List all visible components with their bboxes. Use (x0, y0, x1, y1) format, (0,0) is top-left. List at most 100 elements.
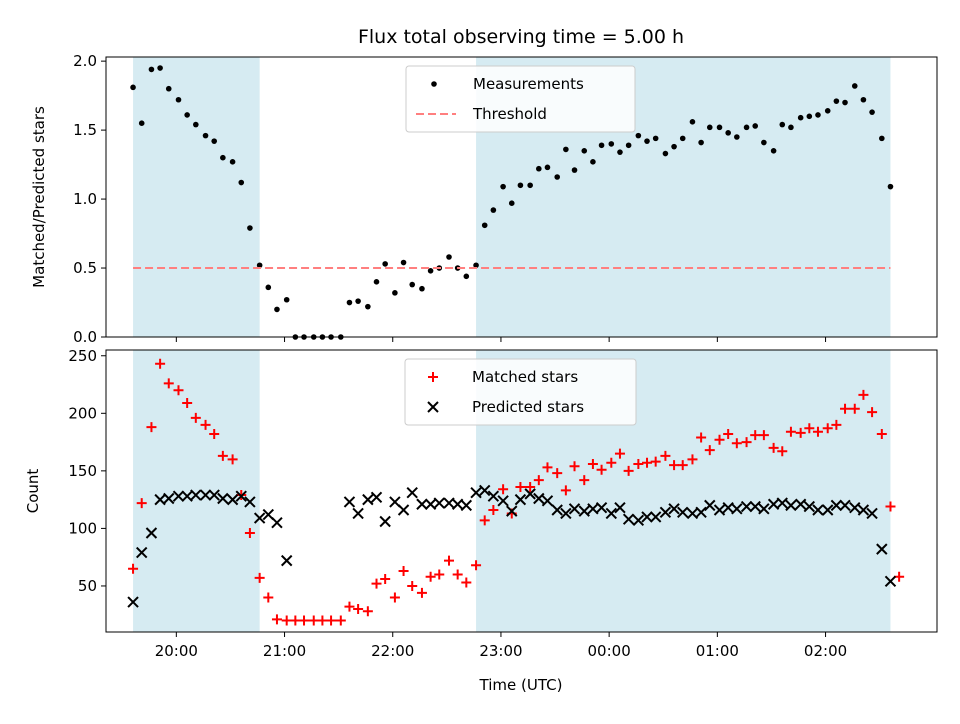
matched-star-point (731, 438, 742, 449)
bottom-y-tick-label: 200 (68, 404, 97, 422)
measurement-point (770, 147, 777, 154)
top-shaded-interval-0 (133, 57, 260, 337)
matched-star-point (471, 560, 482, 571)
matched-star-point (326, 615, 337, 626)
measurement-point (734, 134, 740, 140)
measurement-point (211, 138, 218, 144)
top-legend-box (405, 65, 636, 133)
matched-star-point (579, 475, 590, 486)
predicted-star-point (172, 490, 185, 502)
predicted-star-point (551, 504, 563, 516)
measurement-point (148, 66, 155, 73)
top-y-tick-label: 0.5 (73, 259, 97, 277)
bottom-y-axis-label: Count (24, 469, 42, 514)
predicted-star-point (704, 499, 716, 512)
matched-star-point (254, 572, 265, 583)
measurement-point (382, 261, 388, 267)
bottom-y-tick-label: 50 (78, 577, 97, 595)
top-y-tick-label: 1.5 (73, 121, 97, 139)
predicted-star-point (614, 501, 626, 514)
x-tick-label: 00:00 (588, 642, 631, 660)
measurement-point (508, 200, 515, 207)
measurement-point (662, 150, 669, 157)
matched-star-point (587, 458, 598, 469)
measurement-point (238, 179, 245, 186)
measurement-point (229, 159, 236, 165)
matched-star-point (452, 569, 463, 580)
predicted-star-point (217, 492, 229, 505)
top-y-tick-label: 0.0 (73, 328, 97, 346)
matched-star-point (461, 577, 472, 588)
matched-star-point (308, 615, 319, 626)
predicted-star-point (560, 507, 572, 520)
matched-star-point (389, 592, 400, 603)
measurement-point (652, 135, 659, 142)
measurement-point (815, 112, 821, 118)
matched-star-point (353, 603, 364, 614)
matched-star-point (795, 427, 806, 438)
measurement-point (165, 85, 172, 92)
measurement-point (355, 298, 361, 304)
measurement-point (400, 259, 407, 266)
measurement-point (490, 207, 497, 213)
bottom-legend: Matched stars Predicted stars (404, 358, 637, 426)
matched-star-point (317, 615, 328, 626)
predicted-star-point (568, 503, 581, 515)
predicted-star-point (343, 496, 356, 508)
measurement-point (598, 142, 605, 149)
measurement-point (202, 132, 209, 139)
measurement-point (517, 182, 524, 189)
matched-star-point (371, 578, 382, 589)
measurement-point (761, 139, 767, 146)
matched-star-point (533, 475, 544, 486)
predicted-star-point (362, 493, 374, 506)
measurement-point (706, 124, 713, 131)
x-tick-label: 20:00 (155, 642, 198, 660)
matched-star-point (263, 592, 274, 603)
legend-label: Predicted stars (472, 398, 584, 416)
top-y-tick-label: 2.0 (73, 52, 97, 70)
matched-star-point (444, 555, 455, 566)
chart-title: Flux total observing time = 5.00 h (358, 26, 684, 48)
measurement-point (500, 183, 506, 190)
measurement-point (617, 149, 623, 155)
measurement-point (671, 143, 677, 150)
predicted-star-point (839, 499, 851, 512)
predicted-star-point (416, 498, 428, 510)
predicted-star-point (487, 490, 500, 502)
measurement-point (644, 138, 650, 144)
predicted-star-point (794, 498, 807, 510)
matched-star-point (299, 615, 310, 626)
predicted-star-point (812, 504, 824, 516)
matched-star-point (200, 419, 211, 430)
measurement-point (879, 135, 885, 142)
measurement-point (283, 296, 290, 303)
measurement-point (689, 119, 696, 125)
predicted-star-point (379, 515, 391, 528)
predicted-star-point (199, 489, 212, 501)
bottom-y-tick-label: 150 (68, 462, 97, 480)
matched-star-point (227, 454, 238, 465)
matched-star-point (660, 450, 671, 461)
matched-star-point (136, 498, 147, 509)
matched-star-point (552, 468, 563, 479)
matched-star-point (217, 450, 228, 461)
measurement-point (635, 132, 642, 139)
measurement-point (743, 124, 750, 131)
measurement-point (571, 167, 578, 173)
top-panel: 0.00.51.01.52.0 Matched/Predicted stars … (30, 52, 938, 346)
matched-star-point (271, 614, 282, 625)
measurement-point (779, 121, 786, 128)
matched-star-point (650, 456, 661, 467)
bottom-panel-frame (105, 349, 938, 633)
measurement-point (274, 306, 280, 313)
predicted-star-point (389, 496, 401, 508)
measurement-point (824, 107, 831, 114)
predicted-star-point (127, 596, 139, 608)
predicted-star-point (145, 527, 158, 539)
x-tick-label: 01:00 (696, 642, 739, 660)
matched-star-point (515, 481, 526, 492)
matched-star-point (840, 403, 851, 414)
matched-star-point (849, 403, 860, 414)
legend-plus-marker (428, 372, 438, 382)
